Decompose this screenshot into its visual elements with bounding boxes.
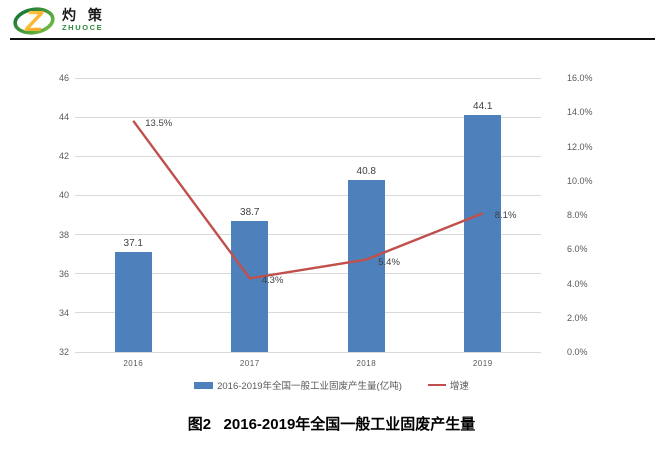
logo-name-cn: 灼 策 bbox=[62, 7, 106, 23]
right-axis-tick: 12.0% bbox=[567, 141, 593, 152]
x-axis-label-2016: 2016 bbox=[123, 359, 144, 368]
line-value-label: 13.5% bbox=[145, 117, 173, 129]
right-axis-tick: 0.0% bbox=[567, 347, 588, 357]
legend-label-bar: 2016-2019年全国一般工业固废产生量(亿吨) bbox=[217, 381, 402, 392]
figure-caption: 图2 2016-2019年全国一般工业固废产生量 bbox=[187, 416, 476, 433]
bar-2017 bbox=[231, 220, 269, 352]
bar-value-label: 38.7 bbox=[240, 206, 260, 218]
right-axis-tick: 4.0% bbox=[567, 278, 588, 289]
gridline bbox=[75, 312, 541, 314]
right-axis-tick: 10.0% bbox=[567, 175, 593, 186]
gridline bbox=[75, 116, 541, 118]
right-axis-tick: 16.0% bbox=[567, 73, 593, 83]
logo-text: 灼 策 ZHUOCE bbox=[62, 7, 106, 33]
gridline bbox=[75, 77, 541, 79]
right-axis-tick: 2.0% bbox=[567, 312, 588, 323]
left-axis-tick: 36 bbox=[58, 268, 69, 279]
bar-value-label: 40.8 bbox=[356, 165, 376, 177]
line-value-label: 5.4% bbox=[378, 256, 400, 268]
header-divider bbox=[10, 38, 655, 40]
left-axis-tick: 32 bbox=[58, 347, 69, 357]
gridline bbox=[75, 351, 541, 353]
zhuoce-z-icon: Z bbox=[13, 6, 55, 38]
legend-label-line: 增速 bbox=[449, 381, 469, 392]
left-axis-tick: 44 bbox=[58, 112, 69, 123]
left-axis-tick: 40 bbox=[58, 190, 69, 201]
left-axis-tick: 42 bbox=[58, 151, 69, 162]
bar-value-label: 44.1 bbox=[473, 101, 493, 113]
logo-letter: Z bbox=[24, 6, 44, 38]
x-axis-label-2019: 2019 bbox=[472, 359, 493, 368]
left-axis-tick: 34 bbox=[58, 307, 69, 318]
line-value-label: 8.1% bbox=[494, 210, 517, 222]
line-swatch-icon bbox=[427, 384, 446, 386]
bar-2016 bbox=[114, 252, 152, 352]
left-axis-tick: 38 bbox=[58, 229, 69, 240]
line-value-label: 4.3% bbox=[261, 275, 284, 287]
right-axis-tick: 8.0% bbox=[567, 210, 588, 220]
x-axis-label-2018: 2018 bbox=[356, 359, 377, 368]
zhuoce-logo: Z 灼 策 ZHUOCE bbox=[12, 2, 172, 38]
logo-name-en: ZHUOCE bbox=[62, 23, 104, 32]
right-axis-tick: 6.0% bbox=[567, 244, 588, 255]
x-axis-label-2017: 2017 bbox=[239, 359, 260, 368]
bar-2019 bbox=[464, 115, 502, 352]
bar-value-label: 37.1 bbox=[123, 238, 143, 250]
right-axis-tick: 14.0% bbox=[567, 107, 593, 118]
legend-item-line: 增速 bbox=[427, 378, 469, 392]
bar-swatch-icon bbox=[194, 381, 214, 389]
legend-item-bar: 2016-2019年全国一般工业固废产生量(亿吨) bbox=[194, 378, 402, 392]
left-axis-tick: 46 bbox=[58, 73, 69, 83]
chart-legend: 2016-2019年全国一般工业固废产生量(亿吨) 增速 bbox=[0, 378, 663, 392]
